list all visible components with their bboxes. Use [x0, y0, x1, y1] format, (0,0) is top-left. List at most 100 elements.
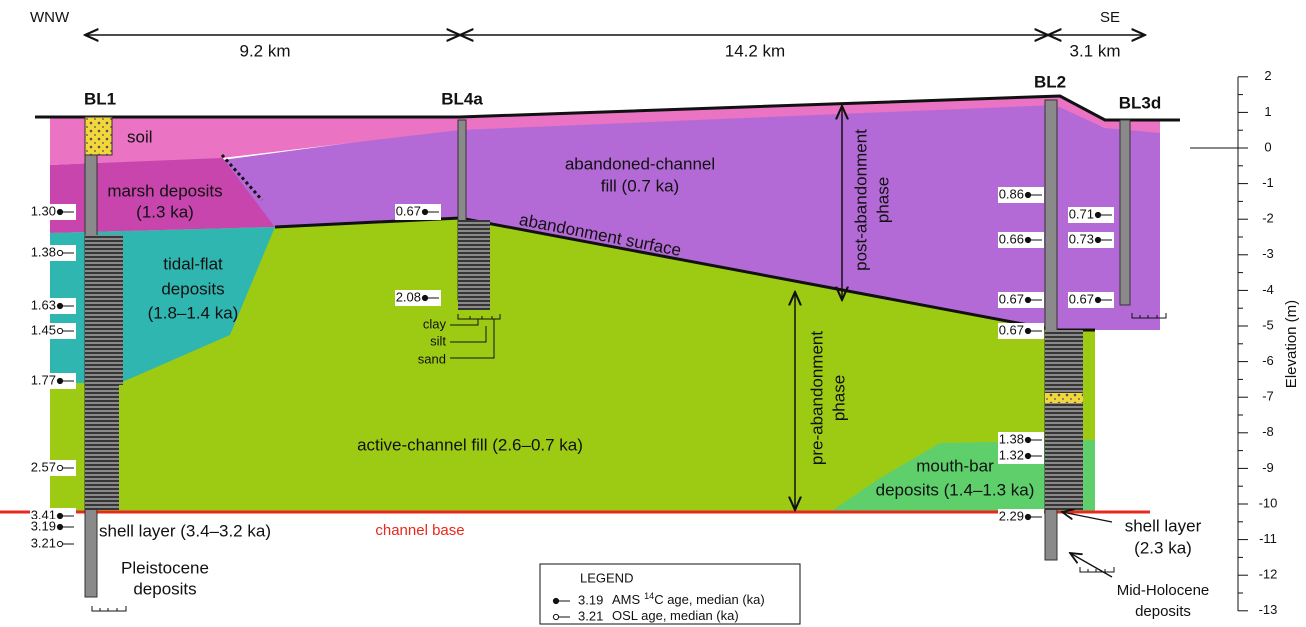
- borehole-name: BL3d: [1119, 93, 1162, 112]
- age-marker: [57, 378, 62, 383]
- age-label: 2.29: [999, 508, 1024, 523]
- age-label: 0.71: [1069, 206, 1094, 221]
- cross-section: WNW SE 9.2 km 14.2 km 3.1 km BL1 BL4a BL…: [0, 0, 1306, 627]
- lithology: [1045, 330, 1083, 510]
- unit-label: active-channel fill (2.6–0.7 ka): [357, 435, 583, 454]
- unit-label: deposits: [133, 579, 196, 598]
- age-marker: [1095, 297, 1100, 302]
- tick-label: -13: [1259, 602, 1278, 617]
- age-marker: [1025, 328, 1030, 333]
- tick-label: -7: [1262, 389, 1274, 404]
- gravel: [1045, 393, 1083, 403]
- age-marker: [1025, 453, 1030, 458]
- lithology: [85, 385, 119, 510]
- age-marker: [553, 614, 558, 619]
- age-marker: [57, 513, 62, 518]
- borehole-name: BL2: [1034, 72, 1066, 91]
- distance: 9.2 km: [239, 41, 290, 60]
- age-marker: [1095, 237, 1100, 242]
- age-label: 0.67: [1069, 291, 1094, 306]
- channel-base-label: channel base: [375, 522, 464, 539]
- tick-label: 1: [1264, 104, 1271, 119]
- legend-text-part: OSL age, median (ka): [612, 608, 739, 623]
- age-label: 3.21: [31, 535, 56, 550]
- distance: 3.1 km: [1069, 41, 1120, 60]
- age-label: 1.45: [31, 322, 56, 337]
- lithology: [458, 220, 490, 310]
- phase-label: phase: [873, 177, 892, 223]
- borehole-name: BL4a: [441, 89, 483, 108]
- age-label: 1.38: [999, 431, 1024, 446]
- tick-label: -2: [1262, 211, 1274, 226]
- age-marker: [57, 303, 62, 308]
- unit-label: Pleistocene: [121, 558, 209, 577]
- tick-label: -11: [1259, 531, 1277, 546]
- unit-label: (1.8–1.4 ka): [148, 303, 239, 322]
- legend-sample: 3.21: [578, 608, 603, 623]
- unit-label: soil: [127, 127, 153, 146]
- age-label: 1.32: [999, 447, 1024, 462]
- age-label: 0.67: [999, 291, 1024, 306]
- borehole: [1120, 120, 1130, 305]
- tick-label: -1: [1262, 175, 1274, 190]
- unit-label: abandoned-channel: [565, 154, 715, 173]
- tick-label: -10: [1259, 495, 1278, 510]
- age-marker: [553, 598, 558, 603]
- age-marker: [57, 209, 62, 214]
- age-marker: [1025, 237, 1030, 242]
- age-marker: [57, 465, 62, 470]
- age-label: 1.77: [31, 372, 56, 387]
- age-marker: [422, 209, 427, 214]
- age-label: 0.67: [999, 322, 1024, 337]
- age-label: 0.66: [999, 231, 1024, 246]
- direction: SE: [1100, 9, 1120, 26]
- tick-label: -3: [1262, 246, 1274, 261]
- tick-label: -5: [1262, 317, 1274, 332]
- legend-text-part: 14: [644, 591, 654, 601]
- unit-label: fill (0.7 ka): [601, 176, 679, 195]
- tick-label: -12: [1259, 567, 1278, 582]
- legend-text-part: C age, median (ka): [654, 592, 765, 607]
- age-marker: [422, 295, 427, 300]
- age-label: 1.30: [31, 203, 56, 218]
- age-label: 1.38: [31, 244, 56, 259]
- unit-label: mouth-bar: [916, 456, 994, 475]
- age-marker: [57, 541, 62, 546]
- age-label: 3.19: [31, 518, 56, 533]
- tick-label: 2: [1264, 68, 1271, 83]
- phase-label: post-abandonment: [851, 129, 870, 271]
- legend-text: OSL age, median (ka): [612, 608, 739, 623]
- age-marker: [1025, 514, 1030, 519]
- age-label: 0.67: [396, 203, 421, 218]
- age-marker: [57, 328, 62, 333]
- borehole-name: BL1: [84, 89, 116, 108]
- legend-text-part: AMS: [612, 592, 641, 607]
- age-marker: [1025, 192, 1030, 197]
- grain-size: sand: [418, 351, 446, 366]
- distance: 14.2 km: [725, 41, 785, 60]
- direction: WNW: [30, 9, 70, 26]
- legend-sample: 3.19: [578, 592, 603, 607]
- phase-label: pre-abandonment: [807, 331, 826, 465]
- age-marker: [1025, 437, 1030, 442]
- scale-bar: [92, 606, 126, 611]
- tick-label: 0: [1264, 139, 1271, 154]
- unit-label: marsh deposits: [107, 181, 222, 200]
- unit-label: (1.3 ka): [136, 202, 194, 221]
- unit-label: deposits (1.4–1.3 ka): [876, 480, 1035, 499]
- tick-label: -4: [1262, 282, 1274, 297]
- unit-label: deposits: [1135, 603, 1191, 620]
- unit-label: shell layer (3.4–3.2 ka): [99, 521, 271, 540]
- unit-label: tidal-flat: [163, 254, 223, 273]
- legend-title: LEGEND: [580, 570, 633, 585]
- grain-size: silt: [430, 333, 446, 348]
- unit-label: shell layer: [1125, 516, 1202, 535]
- age-marker: [1095, 212, 1100, 217]
- age-marker: [57, 524, 62, 529]
- axis-label: Elevation (m): [1283, 300, 1300, 388]
- age-marker: [57, 250, 62, 255]
- tick-label: -6: [1262, 353, 1274, 368]
- tick-label: -9: [1262, 460, 1274, 475]
- grain-size: clay: [423, 316, 447, 331]
